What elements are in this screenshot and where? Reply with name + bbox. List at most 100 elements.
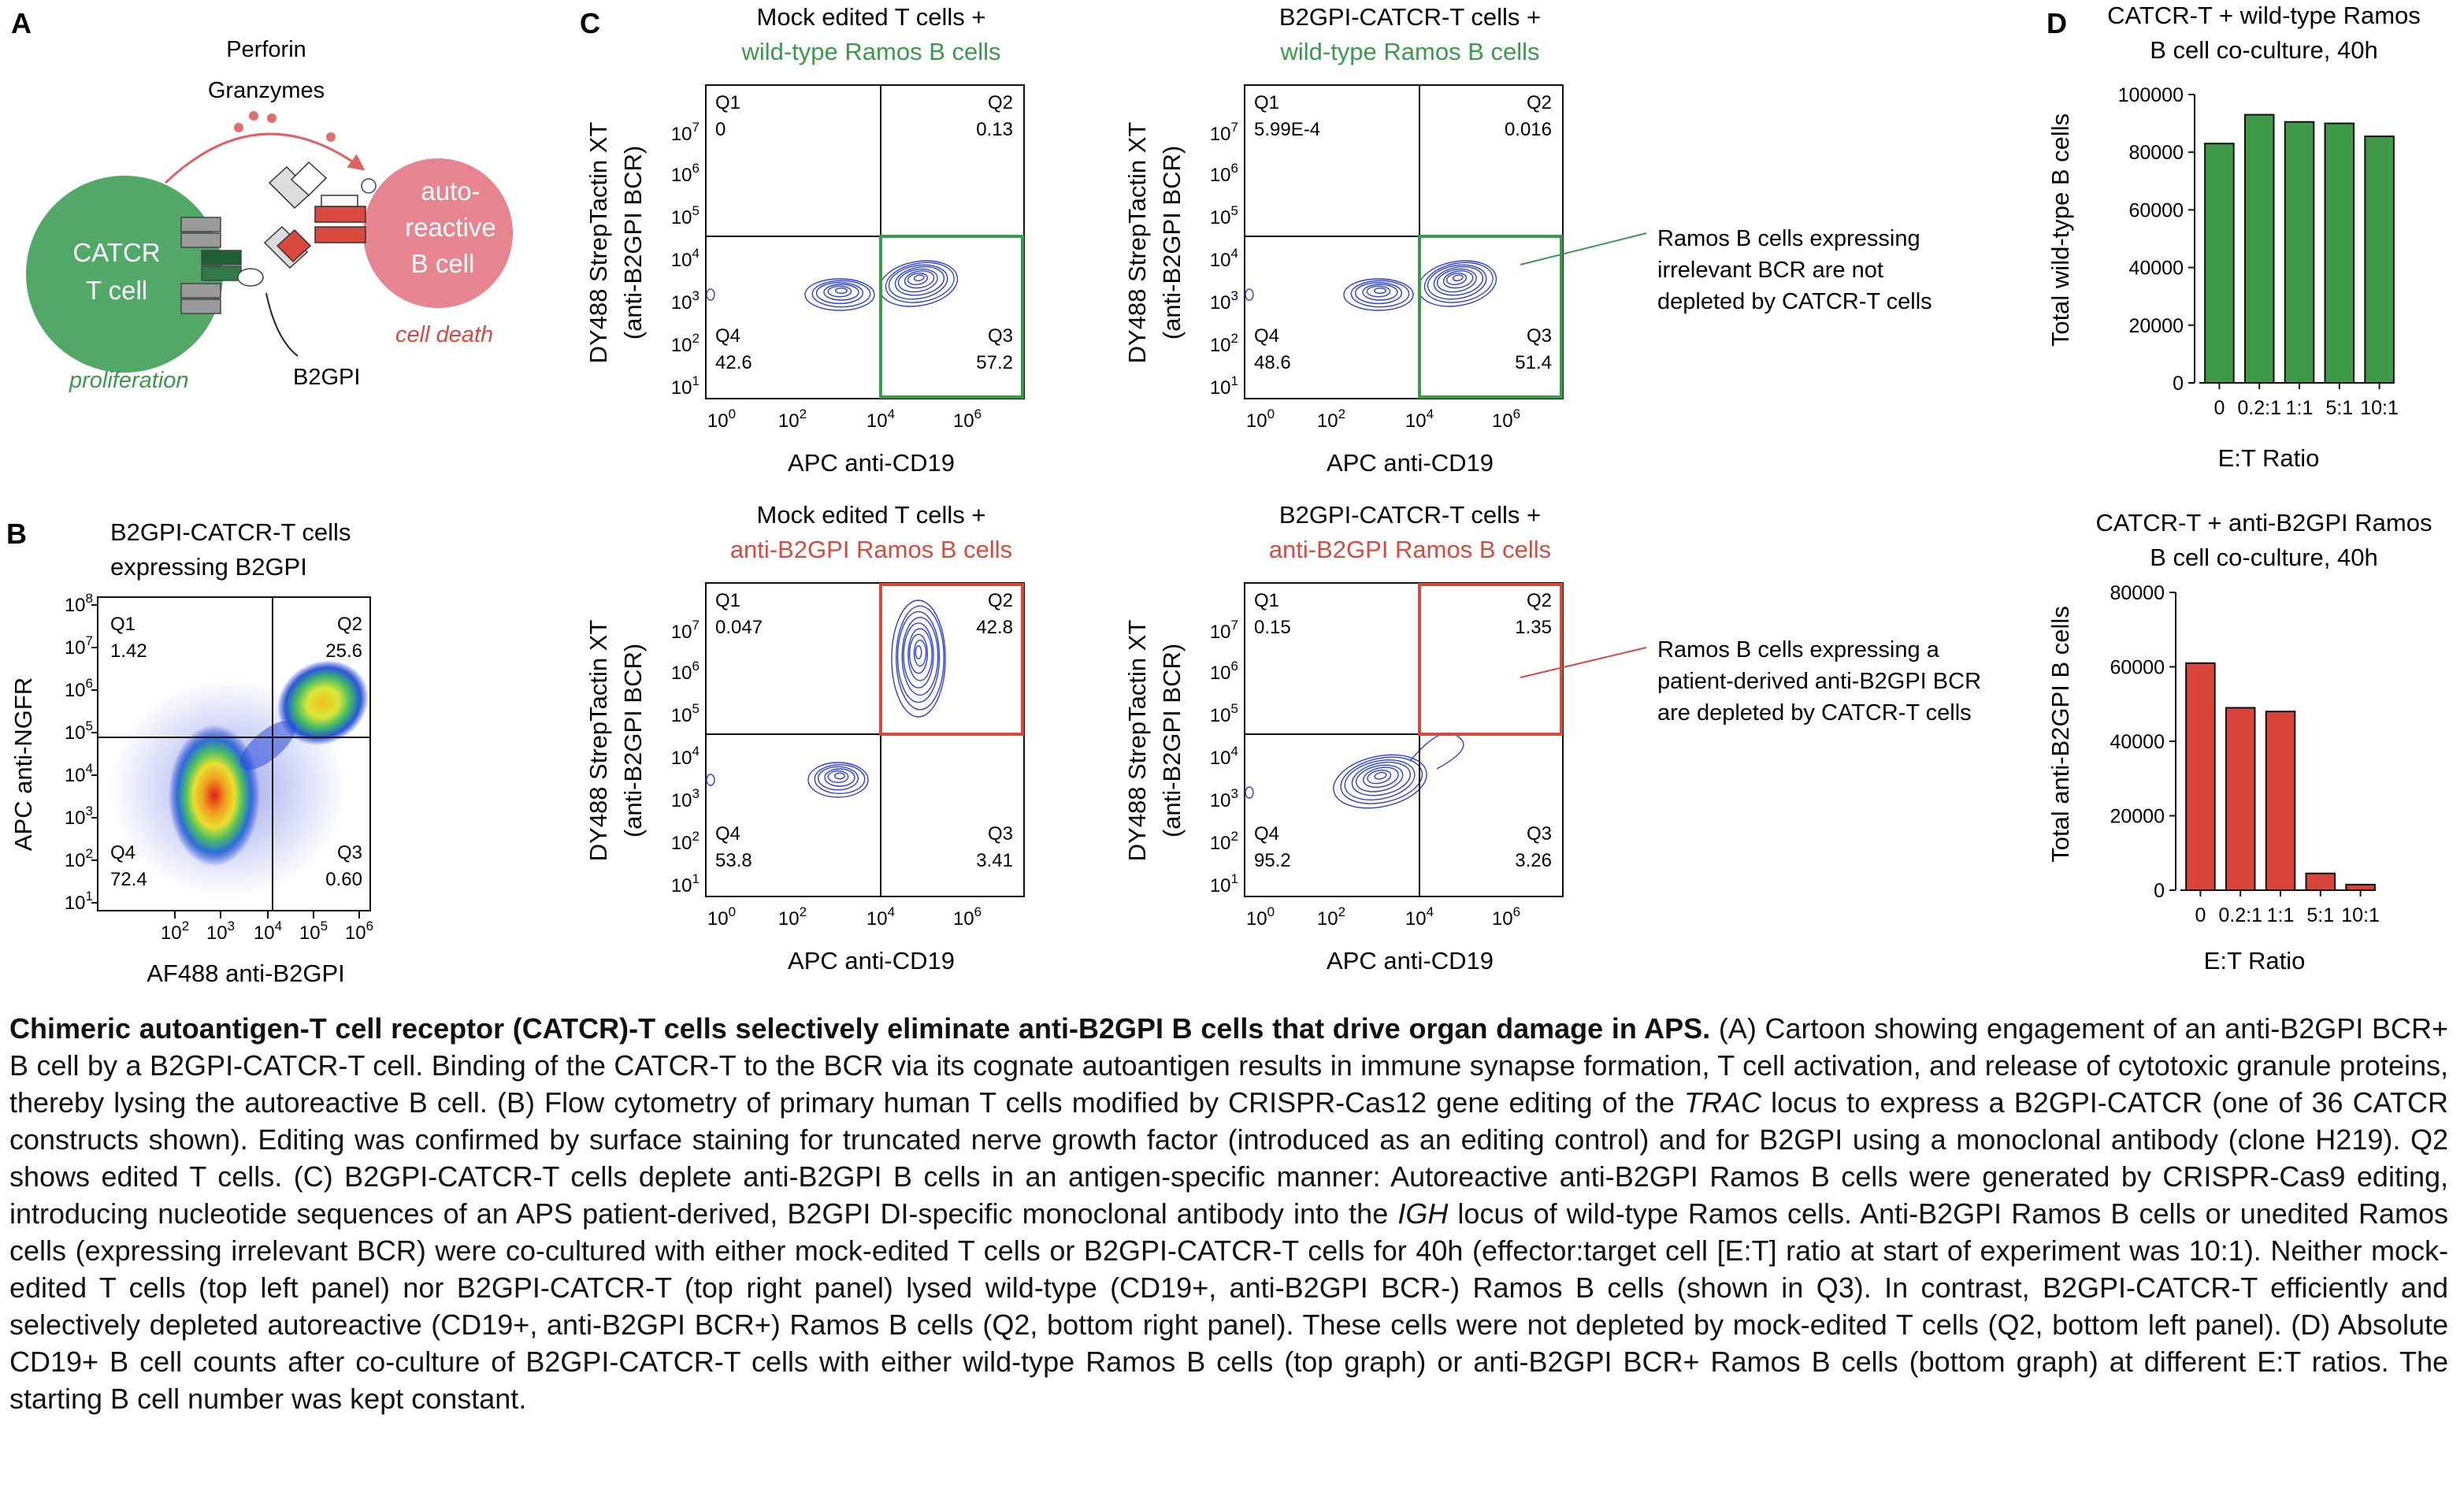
figure-caption: Chimeric autoantigen-T cell receptor (CA…: [9, 1010, 2448, 1417]
quadrant-q4-value: 95.2: [1254, 850, 1291, 871]
flow-plot-y-tick-label: 106: [671, 161, 699, 186]
quadrant-q1-name: Q1: [1254, 590, 1279, 611]
contour-ring: [913, 274, 925, 282]
contour-ring: [1423, 262, 1494, 303]
b2gpi-label: B2GPI: [293, 365, 360, 390]
flow-plot-y-tick-label: 104: [671, 246, 699, 271]
flow-plot-y-tick-label: 105: [1210, 203, 1238, 228]
flow-plot-title-1: Mock edited T cells +: [757, 3, 986, 31]
panel-b-title-1: B2GPI-CATCR-T cells: [110, 518, 351, 546]
flow-plot-title-2: wild-type Ramos B cells: [1279, 38, 1539, 65]
quadrant-q1-value: 0.047: [715, 617, 763, 638]
quadrant-q2-value: 1.35: [1515, 617, 1552, 638]
panel-d-bottom-ylabel: Total anti-B2GPI B cells: [2047, 606, 2074, 863]
caption-bold: Chimeric autoantigen-T cell receptor (CA…: [9, 1012, 1711, 1045]
contour-ring: [815, 281, 864, 305]
caption-igh: IGH: [1397, 1197, 1449, 1230]
panel-letter-b: B: [6, 518, 27, 550]
quadrant-q4-name: Q4: [1254, 823, 1279, 844]
panel-b-x-ticks: 102 103 104 105 106: [161, 911, 373, 944]
quadrant-q3-value: 3.41: [976, 850, 1013, 871]
panel-b-y-tick-label: 106: [65, 676, 93, 701]
quadrant-q4-name: Q4: [715, 325, 740, 347]
contour-ring: [907, 273, 929, 286]
flow-plot-4: B2GPI-CATCR-T cells + anti-B2GPI Ramos B …: [1123, 501, 1564, 974]
panel-b-title-2: expressing B2GPI: [110, 553, 307, 581]
contour-ring: [913, 639, 927, 667]
flow-plot-x-tick-label: 104: [866, 904, 895, 930]
panel-d-top-chart: 0 20000 40000 60000 80000 100000 0 0.2:1 1:1 5:1 1…: [2118, 84, 2399, 419]
panel-b-y-tick-label: 104: [65, 761, 93, 786]
catcr-t-cell: [26, 176, 223, 373]
contour-ring: [1452, 274, 1464, 282]
caption-part-2: locus to express a B2GPI-CATCR (one of 3…: [9, 1086, 2448, 1230]
contour-ring: [896, 605, 944, 711]
panel-c: C Mock edited T cells + wild-type Ramos B…: [580, 3, 1981, 974]
figure: A Perforin Granzymes CATCR T cell auto- …: [6, 2, 2432, 987]
flow-plot-ylabel-1: DY488 StrepTactin XT: [584, 122, 612, 364]
panel-b-q4-value: 72.4: [110, 869, 147, 890]
flow-plot-3: Mock edited T cells + anti-B2GPI Ramos B …: [584, 501, 1025, 974]
flow-plot-xlabel: APC anti-CD19: [1327, 449, 1494, 477]
flow-plot-y-tick-label: 107: [671, 618, 699, 643]
contour-ring: [824, 768, 855, 787]
flow-plot-populations: [706, 260, 959, 311]
caption-part-1: (A) Cartoon showing engagement of an ant…: [9, 1012, 2448, 1119]
panel-b-x-tick-label: 106: [345, 919, 373, 944]
quadrant-q4-value: 42.6: [715, 352, 752, 373]
x-tick-label: 10:1: [2360, 397, 2399, 419]
perforin-label: Perforin: [226, 37, 306, 62]
contour-ring: [1350, 280, 1410, 308]
x-tick-label: 10:1: [2341, 904, 2380, 926]
y-tick-label: 40000: [2110, 731, 2165, 753]
y-tick-label: 0: [2173, 373, 2184, 395]
quadrant-q2-value: 0.016: [1505, 119, 1552, 140]
contour-ring: [897, 268, 938, 293]
contour-edge: [1245, 786, 1254, 799]
contour-ring: [804, 278, 875, 311]
contour-ring: [885, 262, 955, 303]
b2gpi-pointer: [265, 292, 299, 357]
y-tick-label: 60000: [2110, 657, 2165, 679]
contour-ring: [827, 285, 852, 298]
contour-ring: [814, 763, 866, 795]
panel-b-y-tick-label: 101: [65, 889, 93, 914]
flow-plot-populations: [706, 599, 946, 798]
flow-plot-ylabel-2: (anti-B2GPI BCR): [619, 644, 647, 837]
quadrant-q2-value: 42.8: [976, 617, 1013, 638]
caption-part-3: locus of wild-type Ramos cells. Anti-B2G…: [9, 1197, 2448, 1415]
flow-plot-title-1: Mock edited T cells +: [757, 501, 986, 529]
b-cell-label-1: auto-: [421, 176, 480, 206]
flow-plot-x-tick-label: 100: [1246, 406, 1275, 432]
quadrant-q3-value: 57.2: [976, 352, 1013, 373]
panel-d-top-title-2: B cell co-culture, 40h: [2150, 36, 2377, 64]
bar-10:1: [2345, 883, 2376, 891]
flow-plot-x-tick-label: 102: [778, 406, 807, 432]
contour-ring: [827, 770, 849, 784]
annotation-bottom-line-2: patient-derived anti-B2GPI BCR: [1657, 669, 1981, 694]
panel-b-xlabel: AF488 anti-B2GPI: [147, 960, 345, 987]
contour-ring: [1445, 273, 1468, 286]
contour-ring: [896, 611, 941, 703]
panel-d: D CATCR-T + wild-type Ramos B cell co-cu…: [2047, 2, 2432, 974]
autoreactive-b-cell: [363, 158, 513, 308]
flow-plot-x-tick-label: 102: [1317, 406, 1345, 432]
panel-b-q3-value: 0.60: [325, 869, 362, 890]
y-tick-label: 20000: [2128, 315, 2184, 337]
flow-plot-y-tick-label: 105: [1210, 701, 1238, 726]
panel-b-q4-name: Q4: [110, 842, 135, 863]
quadrant-q1-name: Q1: [715, 92, 740, 113]
contour-ring: [1354, 281, 1403, 305]
flow-plot-x-tick-label: 106: [1492, 406, 1520, 432]
flow-plot-x-tick-label: 106: [953, 406, 982, 432]
annotation-bottom: Ramos B cells expressing a patient-deriv…: [1520, 637, 1981, 726]
contour-ring: [1343, 278, 1414, 311]
cytotoxic-arrow: [164, 132, 366, 184]
panel-b-q2-value: 25.6: [325, 640, 362, 662]
contour-ring: [888, 264, 948, 300]
flow-plot-y-tick-label: 106: [671, 659, 699, 684]
flow-plot-y-tick-label: 107: [1210, 618, 1238, 643]
panel-b-ylabel: APC anti-NGFR: [9, 677, 37, 851]
flow-plot-frame: [705, 582, 1025, 897]
quadrant-q3-value: 51.4: [1515, 352, 1552, 373]
